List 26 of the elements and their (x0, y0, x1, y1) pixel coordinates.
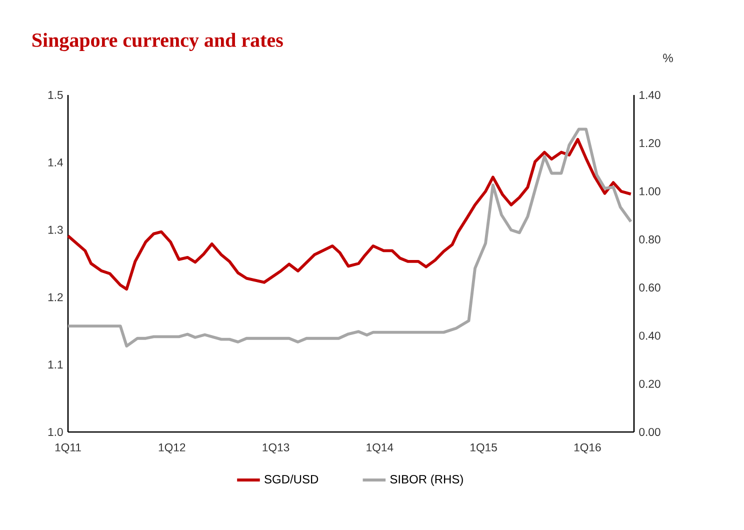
y-tick-label: 1.1 (48, 360, 63, 368)
x-tick-label: 1Q16 (574, 443, 601, 454)
legend-label: SIBOR (RHS) (390, 474, 463, 486)
y-tick-label: 1.0 (48, 428, 63, 436)
x-tick-label: 1Q12 (158, 443, 186, 454)
y2-tick-label: 0.40 (639, 332, 660, 340)
y-tick-label: 1.4 (48, 158, 63, 166)
x-tick-label: 1Q13 (262, 443, 290, 454)
y2-tick-label: 1.20 (640, 139, 660, 148)
legend-label: SGD/USD (264, 474, 318, 484)
y2-tick-label: 0.60 (639, 284, 660, 292)
line-series (66, 128, 632, 348)
y2-axis-title: % (663, 54, 673, 62)
y-tick-label: 1.2 (48, 293, 63, 302)
x-tick-label: 1Q14 (366, 443, 394, 454)
y-tick-label: 1.5 (48, 91, 63, 99)
x-tick-label: 1Q11 (55, 443, 81, 454)
y2-tick-label: 1.40 (640, 90, 660, 99)
chart-title: Singapore currency and rates (32, 32, 283, 52)
y2-tick-label: 0.20 (639, 380, 660, 388)
line-series (66, 138, 632, 291)
x-tick-label: 1Q15 (470, 443, 497, 454)
y2-tick-label: 0.80 (639, 235, 660, 244)
y2-tick-label: 0.00 (639, 428, 660, 436)
y2-tick-label: 1.00 (640, 187, 660, 196)
y-tick-label: 1.3 (48, 226, 63, 234)
